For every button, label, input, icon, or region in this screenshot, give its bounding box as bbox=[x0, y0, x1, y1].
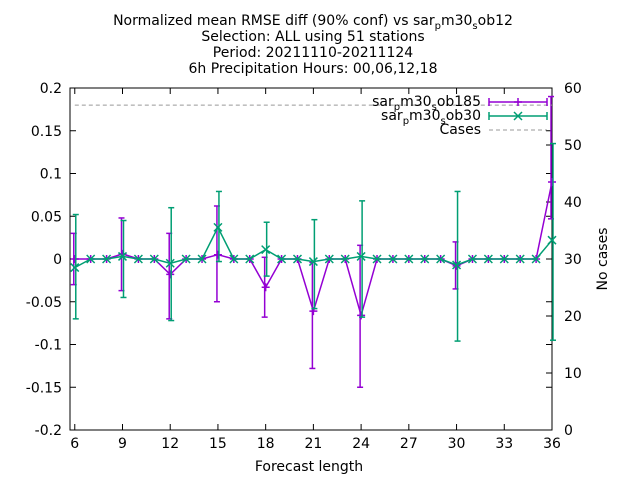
data-point bbox=[308, 257, 318, 267]
x-tick-label: 9 bbox=[118, 436, 127, 452]
x-tick-label: 36 bbox=[543, 436, 561, 452]
y-tick-label: -0.05 bbox=[26, 295, 62, 311]
x-tick-label: 21 bbox=[304, 436, 322, 452]
y-tick-label: -0.1 bbox=[35, 338, 62, 354]
data-point bbox=[229, 254, 239, 264]
data-point bbox=[149, 254, 159, 264]
x-tick-label: 18 bbox=[257, 436, 275, 452]
data-point bbox=[292, 254, 303, 264]
y2-tick-label: 30 bbox=[564, 252, 582, 268]
legend-marker-0 bbox=[514, 98, 522, 106]
x-axis-label: Forecast length bbox=[255, 459, 363, 475]
y-tick-label: 0.2 bbox=[40, 81, 62, 97]
x-tick-label: 15 bbox=[209, 436, 227, 452]
legend-label-0: sarpm30sob185 bbox=[372, 94, 481, 113]
x-tick-label: 27 bbox=[400, 436, 418, 452]
data-point bbox=[483, 254, 493, 264]
data-point bbox=[340, 254, 350, 264]
title-line-3: Period: 20211110-20211124 bbox=[213, 45, 413, 61]
data-point bbox=[515, 254, 525, 264]
y2-axis-label: No cases bbox=[595, 228, 611, 291]
data-point bbox=[213, 222, 223, 232]
y2-tick-label: 0 bbox=[564, 423, 573, 439]
x-tick-label: 24 bbox=[352, 436, 370, 452]
title-line-2: Selection: ALL using 51 stations bbox=[201, 29, 424, 45]
x-tick-label: 33 bbox=[495, 436, 513, 452]
data-point bbox=[261, 245, 271, 255]
y2-tick-label: 50 bbox=[564, 138, 582, 154]
data-point bbox=[197, 254, 207, 264]
y-tick-label: -0.15 bbox=[26, 380, 62, 396]
y-tick-label: 0.05 bbox=[31, 209, 62, 225]
x-tick-label: 30 bbox=[448, 436, 466, 452]
data-point bbox=[531, 254, 541, 264]
y-tick-label: 0.15 bbox=[31, 124, 62, 140]
data-point bbox=[70, 255, 79, 263]
title-line-1: Normalized mean RMSE diff (90% conf) vs … bbox=[113, 13, 513, 32]
data-point bbox=[213, 250, 222, 259]
data-point bbox=[117, 251, 128, 261]
y-tick-label: 0 bbox=[53, 252, 62, 268]
chart-title: Normalized mean RMSE diff (90% conf) vs … bbox=[113, 13, 513, 77]
data-point bbox=[436, 254, 446, 264]
y-tick-label: -0.2 bbox=[35, 423, 62, 439]
data-point bbox=[133, 254, 143, 264]
data-point bbox=[499, 254, 509, 264]
data-point bbox=[547, 235, 557, 245]
x-tick-label: 6 bbox=[70, 436, 79, 452]
data-point bbox=[324, 254, 334, 264]
data-point bbox=[261, 283, 270, 292]
legend-label-1: sarpm30sob30 bbox=[381, 108, 481, 127]
y2-tick-label: 60 bbox=[564, 81, 582, 97]
data-point bbox=[372, 254, 382, 264]
legend-marker-1 bbox=[513, 111, 523, 121]
data-point bbox=[357, 311, 366, 320]
data-point bbox=[356, 251, 366, 261]
x-tick-label: 12 bbox=[161, 436, 179, 452]
data-point bbox=[548, 178, 556, 187]
data-point bbox=[452, 260, 462, 270]
data-point bbox=[86, 254, 96, 264]
data-point bbox=[181, 254, 191, 264]
y2-tick-label: 10 bbox=[564, 366, 582, 382]
data-point bbox=[404, 254, 414, 264]
data-point bbox=[420, 254, 430, 264]
data-point bbox=[277, 254, 287, 264]
y-tick-label: 0.1 bbox=[40, 167, 62, 183]
data-point bbox=[70, 263, 80, 273]
data-point bbox=[102, 254, 112, 264]
data-point bbox=[388, 254, 398, 264]
legend-label-2: Cases bbox=[439, 122, 481, 138]
data-point bbox=[467, 254, 477, 264]
data-point bbox=[166, 270, 175, 279]
y2-tick-label: 40 bbox=[564, 195, 582, 211]
y2-tick-label: 20 bbox=[564, 309, 582, 325]
plot-area: -0.2 -0.15 -0.1 -0.05 0 0.05 0.1 0.15 0.2 0 10 20 30… bbox=[26, 81, 582, 452]
title-line-4: 6h Precipitation Hours: 00,06,12,18 bbox=[189, 61, 438, 77]
data-point bbox=[165, 258, 175, 268]
series-line-0 bbox=[74, 181, 553, 319]
data-point bbox=[245, 254, 255, 264]
